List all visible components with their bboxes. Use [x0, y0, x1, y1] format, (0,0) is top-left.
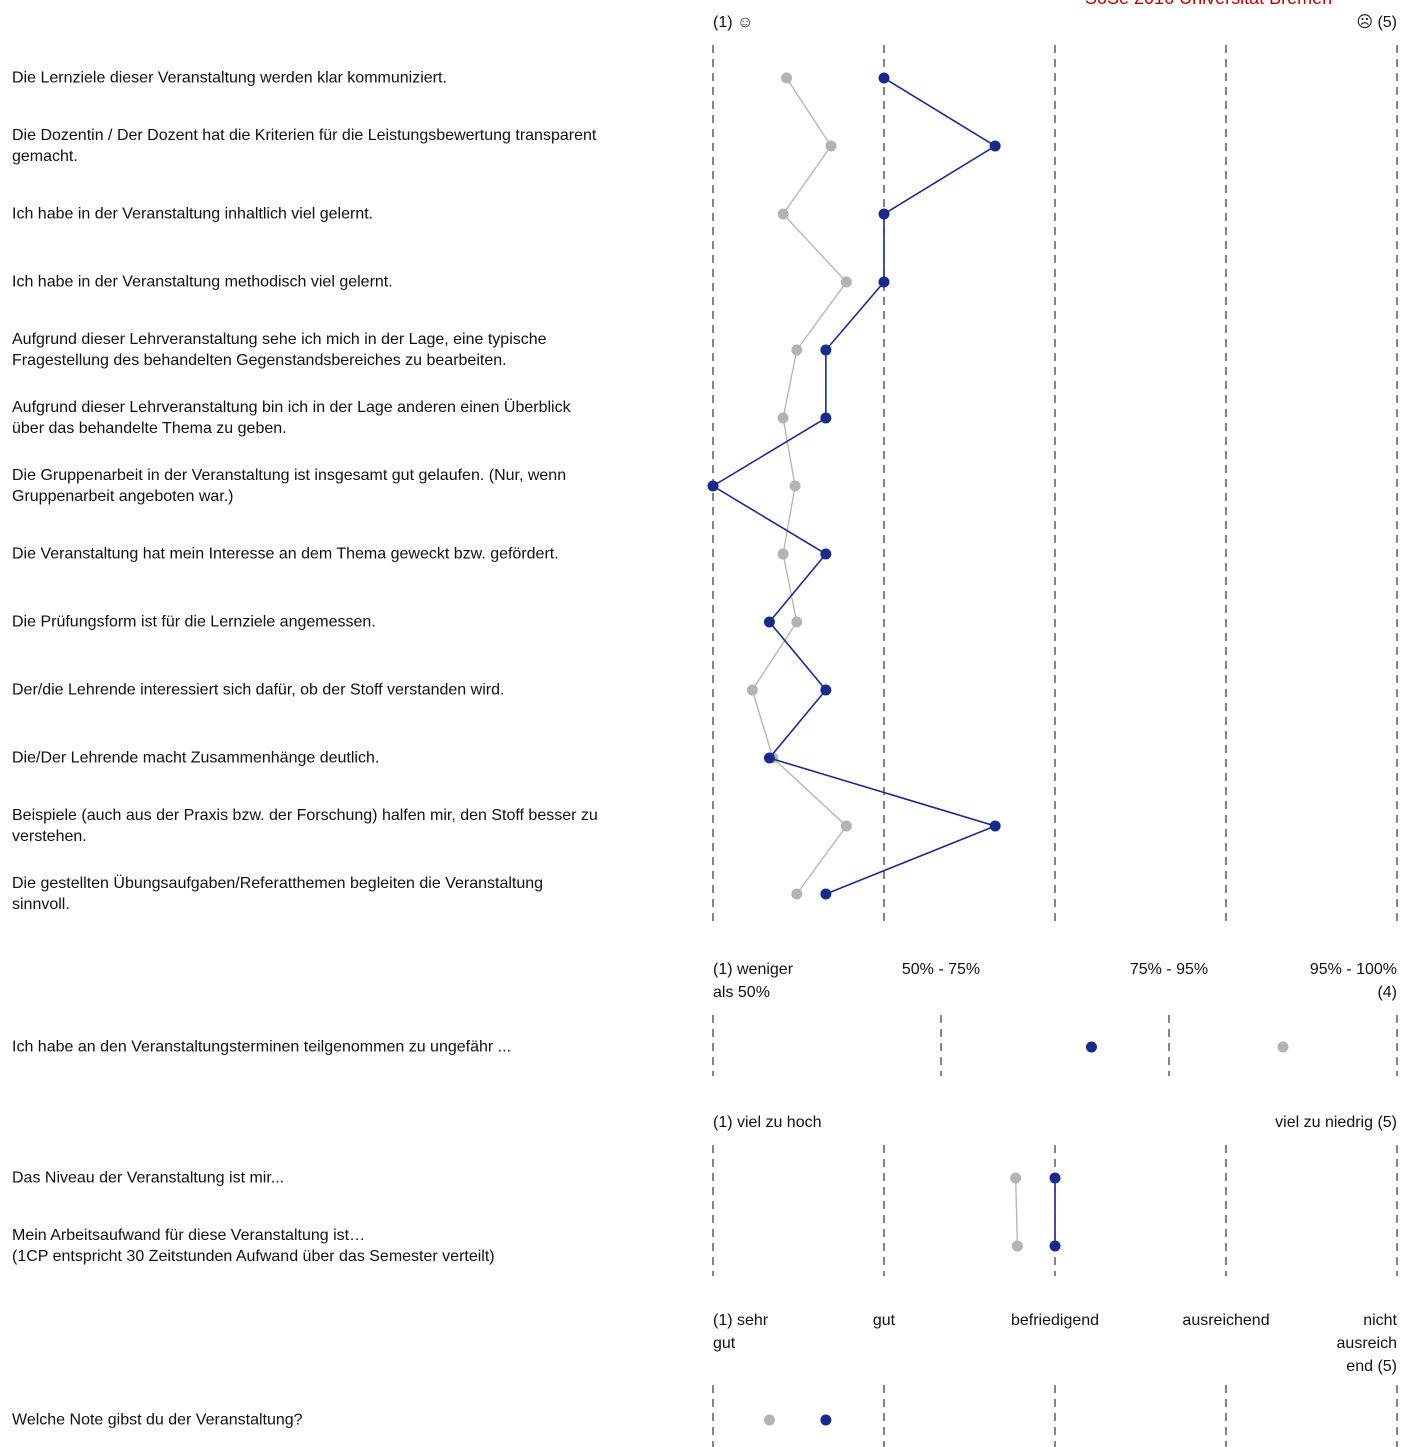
point [1085, 1041, 1097, 1053]
item-label: Mein Arbeitsaufwand für diese Veranstalt… [12, 1227, 495, 1265]
series-line [1015, 1177, 1019, 1247]
item-label: Aufgrund dieser Lehrveranstaltung bin ic… [12, 399, 571, 437]
point [878, 72, 890, 84]
point [777, 548, 789, 560]
scale-label: 50% - 75% [901, 961, 981, 978]
item-label: Der/die Lehrende interessiert sich dafür… [12, 681, 505, 699]
item-label: Ich habe an den Veranstaltungsterminen t… [12, 1038, 511, 1056]
point [763, 616, 775, 628]
header: SoSe 2016 Universität Bremen [1085, 0, 1332, 9]
scale-label: (1) weniger als 50% [713, 961, 794, 1001]
point [1010, 1172, 1022, 1184]
scale-label: (1) viel zu hoch [713, 1114, 822, 1131]
item-label: Ich habe in der Veranstaltung methodisch… [12, 273, 393, 291]
point [1277, 1041, 1289, 1053]
point [746, 684, 758, 696]
item-label: Das Niveau der Veranstaltung ist mir... [12, 1169, 285, 1187]
point [791, 344, 803, 356]
scale-label: gut [872, 1312, 896, 1329]
item-label: Die Veranstaltung hat mein Interesse an … [12, 545, 559, 563]
item-label: Die Dozentin / Der Dozent hat die Kriter… [12, 127, 597, 165]
point [878, 276, 890, 288]
point [777, 208, 789, 220]
item-label: Welche Note gibst du der Veranstaltung? [12, 1411, 303, 1429]
point [820, 1414, 832, 1426]
point [989, 140, 1001, 152]
scale-label: (1) ☺ [713, 14, 754, 31]
point [820, 344, 832, 356]
point [820, 888, 832, 900]
point [707, 480, 719, 492]
point [1049, 1172, 1061, 1184]
scale-label: nicht ausreich end (5) [1336, 1312, 1397, 1375]
item-label: Aufgrund dieser Lehrveranstaltung sehe i… [12, 331, 547, 369]
scale-label: 95% - 100% (4) [1309, 961, 1397, 1001]
scale-label: befriedigend [1010, 1312, 1100, 1329]
item-label: Die Gruppenarbeit in der Veranstaltung i… [12, 467, 567, 505]
point [840, 820, 852, 832]
series-line [711, 77, 998, 895]
point [1011, 1240, 1023, 1252]
point [791, 888, 803, 900]
point [825, 140, 837, 152]
point [763, 1414, 775, 1426]
point [791, 616, 803, 628]
scale-label: viel zu niedrig (5) [1275, 1114, 1397, 1131]
point [777, 412, 789, 424]
item-label: Die Lernziele dieser Veranstaltung werde… [12, 69, 447, 87]
item-label: Die Prüfungsform ist für die Lernziele a… [12, 613, 376, 631]
point [789, 480, 801, 492]
point [820, 548, 832, 560]
scale-label: (1) sehr gut [713, 1312, 769, 1352]
item-label: Ich habe in der Veranstaltung inhaltlich… [12, 205, 374, 223]
point [763, 752, 775, 764]
point [989, 820, 1001, 832]
point [781, 72, 793, 84]
item-label: Die gestellten Übungsaufgaben/Referatthe… [12, 875, 544, 913]
scale-label: ausreichend [1182, 1312, 1270, 1329]
scale-label: ☹ (5) [1356, 14, 1397, 31]
point [1049, 1240, 1061, 1252]
item-label: Beispiele (auch aus der Praxis bzw. der … [12, 807, 598, 845]
item-label: Die/Der Lehrende macht Zusammenhänge deu… [12, 749, 380, 767]
point [820, 684, 832, 696]
point [878, 208, 890, 220]
point [820, 412, 832, 424]
point [840, 276, 852, 288]
scale-label: 75% - 95% [1129, 961, 1209, 978]
